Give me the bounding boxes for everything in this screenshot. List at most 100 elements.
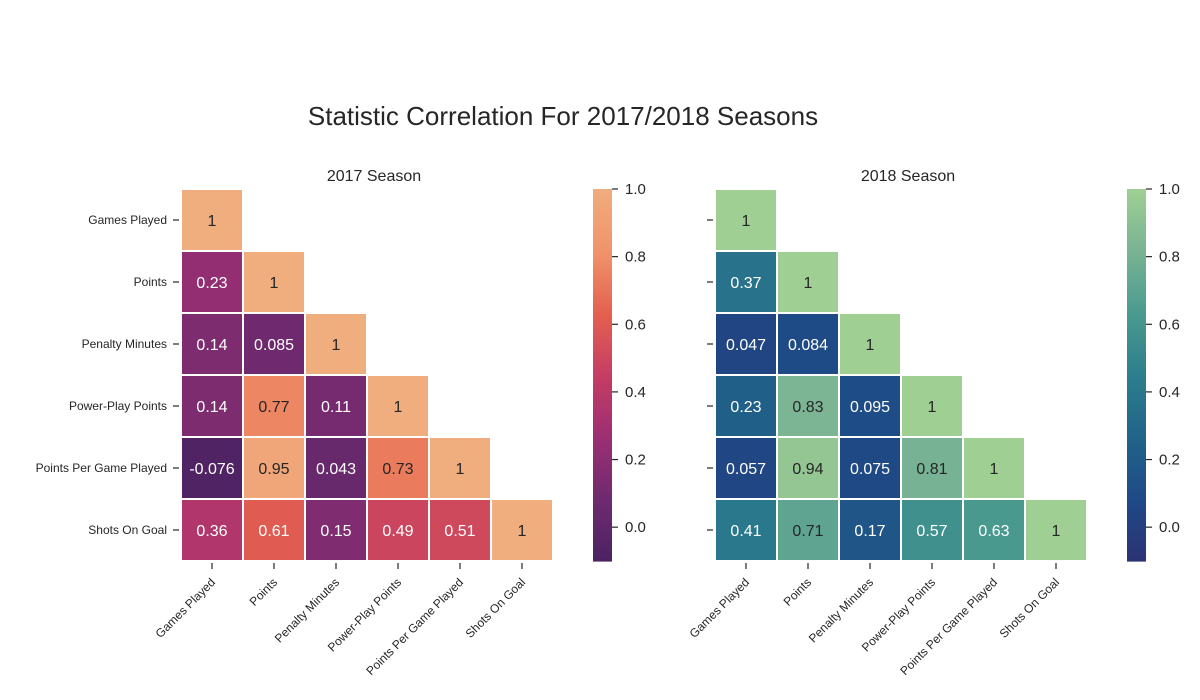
colorbar-segment xyxy=(1127,391,1146,396)
colorbar-segment xyxy=(1127,388,1146,393)
y-tick-label: Points Per Game Played xyxy=(36,461,167,475)
colorbar-segment xyxy=(1127,469,1146,474)
colorbar-segment xyxy=(1127,533,1146,538)
cell-label: 0.61 xyxy=(258,523,289,540)
colorbar-tick-label: 0.8 xyxy=(625,249,646,266)
colorbar-segment xyxy=(593,442,612,447)
colorbar-segment xyxy=(593,395,612,400)
heatmap-cell xyxy=(962,436,1026,500)
y-tick-label: Points xyxy=(134,275,167,289)
heatmap-cell xyxy=(366,498,430,562)
heatmap-cell xyxy=(900,436,964,500)
heatmap-cell xyxy=(366,374,430,438)
colorbar-segment xyxy=(593,344,612,349)
heatmap-cell xyxy=(180,498,244,562)
colorbar-segment xyxy=(1127,540,1146,545)
colorbar-segment xyxy=(1127,361,1146,366)
cell-label: 0.23 xyxy=(730,399,761,416)
colorbar-segment xyxy=(1127,449,1146,454)
y-tick-label: Games Played xyxy=(88,213,167,227)
cell-label: 0.83 xyxy=(792,399,823,416)
colorbar-segment xyxy=(1127,232,1146,237)
heatmap-cell xyxy=(900,498,964,562)
colorbar-segment xyxy=(593,544,612,549)
colorbar-segment xyxy=(593,253,612,258)
cell-label: 1 xyxy=(332,337,341,354)
colorbar-segment xyxy=(593,368,612,373)
colorbar-segment xyxy=(593,256,612,261)
cell-label: 0.14 xyxy=(196,337,227,354)
colorbar-segment xyxy=(593,263,612,268)
colorbar-segment xyxy=(1127,452,1146,457)
cell-label: 0.51 xyxy=(444,523,475,540)
cell-label: 0.047 xyxy=(726,337,766,354)
x-tick-label: Points xyxy=(247,575,280,608)
colorbar-segment xyxy=(593,195,612,200)
y-tick-label: Power-Play Points xyxy=(69,399,167,413)
colorbar-segment xyxy=(1127,554,1146,559)
colorbar-segment xyxy=(593,243,612,248)
colorbar-segment xyxy=(593,462,612,467)
cell-label: 0.23 xyxy=(196,275,227,292)
colorbar-tick-label: 0.2 xyxy=(1159,452,1180,469)
colorbar-segment xyxy=(1127,307,1146,312)
cell-label: 0.36 xyxy=(196,523,227,540)
colorbar-segment xyxy=(593,483,612,488)
colorbar-segment xyxy=(593,412,612,417)
colorbar-segment xyxy=(1127,429,1146,434)
colorbar-segment xyxy=(593,550,612,555)
colorbar-segment xyxy=(1127,270,1146,275)
heatmap-cell xyxy=(1024,498,1088,562)
colorbar-segment xyxy=(1127,314,1146,319)
cell-label: 1 xyxy=(518,523,527,540)
colorbar-segment xyxy=(593,226,612,231)
colorbar-segment xyxy=(1127,537,1146,542)
colorbar-segment xyxy=(1127,290,1146,295)
colorbar-segment xyxy=(1127,435,1146,440)
x-tick-label: Shots On Goal xyxy=(997,575,1063,641)
colorbar-segment xyxy=(593,189,612,193)
colorbar-segment xyxy=(593,249,612,254)
colorbar-segment xyxy=(593,408,612,413)
colorbar-segment xyxy=(593,303,612,308)
colorbar-segment xyxy=(593,418,612,423)
colorbar-segment xyxy=(593,276,612,281)
colorbar-segment xyxy=(593,192,612,197)
colorbar-segment xyxy=(593,530,612,535)
colorbar-segment xyxy=(1127,354,1146,359)
colorbar-segment xyxy=(593,517,612,522)
colorbar-segment xyxy=(593,280,612,285)
colorbar-tick-label: 1.0 xyxy=(1159,181,1180,198)
x-tick-label: Penalty Minutes xyxy=(272,575,342,645)
colorbar-segment xyxy=(1127,209,1146,214)
cell-label: 0.95 xyxy=(258,461,289,478)
colorbar-segment xyxy=(1127,368,1146,373)
colorbar-segment xyxy=(1127,446,1146,450)
colorbar-segment xyxy=(1127,320,1146,325)
colorbar-segment xyxy=(593,209,612,214)
colorbar-segment xyxy=(593,266,612,271)
cell-label: 0.81 xyxy=(916,461,947,478)
x-tick-label: Shots On Goal xyxy=(463,575,529,641)
cell-label: 1 xyxy=(394,399,403,416)
colorbar-segment xyxy=(1127,550,1146,555)
colorbar-segment xyxy=(1127,199,1146,204)
colorbar-tick-label: 0.6 xyxy=(625,316,646,333)
cell-label: 1 xyxy=(742,213,751,230)
colorbar-segment xyxy=(593,554,612,559)
heatmap-cell xyxy=(714,374,778,438)
colorbar-segment xyxy=(1127,432,1146,437)
colorbar-segment xyxy=(593,493,612,498)
x-tick-label: Points xyxy=(781,575,814,608)
heatmap-cell xyxy=(714,436,778,500)
colorbar-segment xyxy=(593,236,612,241)
colorbar-segment xyxy=(593,547,612,552)
cell-label: 0.63 xyxy=(978,523,1009,540)
colorbar-segment xyxy=(1127,317,1146,322)
colorbar-segment xyxy=(1127,523,1146,528)
colorbar-segment xyxy=(593,388,612,393)
colorbar-segment xyxy=(593,429,612,434)
colorbar-segment xyxy=(593,391,612,396)
cell-label: 0.17 xyxy=(854,523,885,540)
colorbar-segment xyxy=(593,310,612,315)
